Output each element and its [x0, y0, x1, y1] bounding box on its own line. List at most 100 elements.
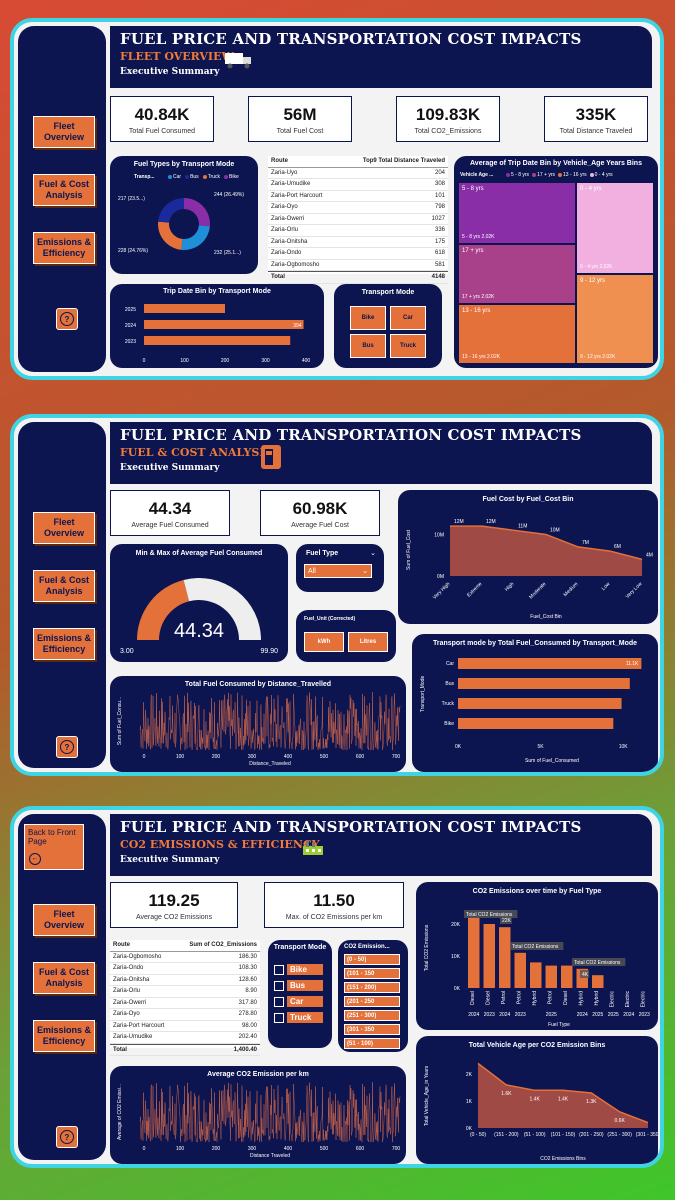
x-tick-label: (201 - 250): [579, 1132, 604, 1138]
transport-slicer-button[interactable]: Bus: [350, 334, 386, 358]
x-tick-label: 600: [356, 1146, 365, 1152]
nav-emissions-button[interactable]: Emissions & Efficiency: [33, 232, 95, 264]
data-label: 11M: [518, 523, 527, 529]
co2-bin-option[interactable]: (151 - 200): [344, 982, 400, 993]
gauge-track: [183, 578, 261, 640]
x-year-label: 2025: [608, 1012, 619, 1018]
co2-bin-option[interactable]: (51 - 100): [344, 1038, 400, 1049]
fuel-distance-card: Total Fuel Consumed by Distance_Travelle…: [110, 676, 406, 772]
checkbox[interactable]: [274, 1012, 284, 1023]
treemap-legend-title: Vehicle Age ...: [460, 172, 494, 178]
nav-emissions-button[interactable]: Emissions & Efficiency: [33, 1020, 95, 1052]
treemap-cell[interactable]: 9 - 12 yrs 9 - 12 yrs 2.02K: [576, 274, 654, 364]
nav-emissions-button[interactable]: Emissions & Efficiency: [33, 628, 95, 660]
bar: [592, 975, 604, 988]
bar: [545, 965, 557, 988]
checkbox[interactable]: [274, 964, 284, 975]
legend-label: Bus: [190, 174, 199, 180]
treemap-cell-label: 9 - 12 yrs: [580, 278, 606, 284]
donut-slice: [181, 225, 210, 250]
co2-bin-option[interactable]: (251 - 300): [344, 1010, 400, 1021]
route-cell: Zaria-Oyo: [271, 204, 298, 210]
back-button[interactable]: Back to Front Page ←: [24, 824, 84, 870]
value-cell: 308: [434, 181, 445, 187]
annotation-box: [464, 910, 518, 918]
y-axis-title: Sum of Fuel_Consu...: [117, 697, 123, 745]
value-cell: 98.00: [241, 1022, 257, 1029]
legend-item: Bike: [224, 174, 239, 180]
x-tick-label: Low: [601, 581, 612, 592]
data-label: 4M: [646, 552, 653, 558]
co2-bin-option[interactable]: (301 - 350: [344, 1024, 400, 1035]
treemap-cell[interactable]: 17 + yrs 17 + yrs 2.02K: [458, 244, 576, 304]
kpi-value: 40.84K: [134, 105, 190, 124]
page-subtitle: FLEET OVERVIEW: [120, 50, 234, 63]
table-total: Total 1,400.40: [110, 1043, 260, 1056]
treemap-cell-value: 9 - 12 yrs 2.02K: [580, 354, 616, 360]
nav-fuel-cost-button[interactable]: Fuel & Cost Analysis: [33, 962, 95, 994]
age-area-chart: 1.6K 1.4K 1.4K 1.3K 0.6K 2K 1K 0K(0 - 50) (151 -…: [424, 1062, 658, 1162]
checkbox[interactable]: [274, 980, 284, 991]
route-cell: Zaria-Ogbomosho: [113, 953, 162, 960]
annotation: Total CO2 Emissions: [512, 944, 559, 950]
fuel-type-dropdown[interactable]: All ⌄: [304, 564, 372, 578]
back-label: Back to Front Page: [28, 828, 76, 846]
sidebar: Fleet Overview Fuel & Cost Analysis Emis…: [18, 422, 106, 768]
bar: [144, 304, 225, 313]
nav-fleet-overview-button[interactable]: Fleet Overview: [33, 904, 95, 936]
nav-fuel-cost-button[interactable]: Fuel & Cost Analysis: [33, 174, 95, 206]
donut-slice: [184, 198, 210, 227]
help-button[interactable]: ?: [56, 736, 78, 758]
value-cell: 336: [434, 227, 445, 233]
nav-fuel-cost-button[interactable]: Fuel & Cost Analysis: [33, 570, 95, 602]
transport-slicer-button[interactable]: Car: [390, 306, 426, 330]
factory-icon: [303, 840, 323, 855]
header: FUEL PRICE AND TRANSPORTATION COST IMPAC…: [110, 422, 652, 484]
treemap-cell-label: 17 + yrs: [462, 248, 484, 254]
transport-slicer-button[interactable]: Bike: [350, 306, 386, 330]
fuel-unit-litres-button[interactable]: Litres: [348, 632, 388, 652]
slicer-option[interactable]: Truck: [274, 1012, 323, 1023]
co2-distance-chart: 0 100 200 300 400 500 600 700 Distance Traveled A…: [117, 1082, 401, 1159]
bar: [483, 924, 495, 988]
executive-summary-label: Executive Summary: [120, 855, 220, 865]
fuel-cost-area-card: Fuel Cost by Fuel_Cost Bin 12M 12M 11M 10M 7…: [398, 490, 658, 624]
slicer-option[interactable]: Bike: [274, 964, 323, 975]
x-tick-label: 600: [356, 754, 365, 760]
treemap-cell[interactable]: 13 - 16 yrs 13 - 16 yrs 2.02K: [458, 304, 576, 364]
slicer-label: Car: [287, 996, 323, 1007]
route-cell: Zaria-Owerri: [113, 999, 147, 1006]
treemap-cell[interactable]: 0 - 4 yrs 0 - 4 yrs 2.02K: [576, 182, 654, 274]
nav-fleet-overview-button[interactable]: Fleet Overview: [33, 116, 95, 148]
route-cell: Zaria-Port Harcourt: [271, 192, 323, 199]
co2-bin-option[interactable]: (101 - 150: [344, 968, 400, 979]
co2-bin-option[interactable]: (201 - 250: [344, 996, 400, 1007]
donut-label: 244 (26.49%): [214, 192, 244, 198]
help-button[interactable]: ?: [56, 1126, 78, 1148]
x-tick-label: Hybrid: [578, 991, 584, 1006]
legend-swatch: [532, 173, 537, 177]
legend-swatch: [185, 175, 190, 179]
y-axis-title: Transport_Mode: [420, 676, 426, 713]
checkbox[interactable]: [274, 996, 284, 1007]
co2-bin-option[interactable]: (0 - 50): [344, 954, 400, 965]
nav-fleet-overview-button[interactable]: Fleet Overview: [33, 512, 95, 544]
back-arrow-icon: ←: [29, 853, 41, 865]
y-tick-label: 2K: [466, 1072, 473, 1078]
help-button[interactable]: ?: [56, 308, 78, 330]
x-year-label: 2023: [484, 1012, 495, 1018]
chevron-down-icon[interactable]: ⌄: [370, 550, 376, 557]
kpi-value: 119.25: [148, 891, 200, 910]
fuel-unit-kwh-button[interactable]: kWh: [304, 632, 344, 652]
x-axis-title: CO2 Emissions Bins: [540, 1156, 586, 1162]
transport-slicer-button[interactable]: Truck: [390, 334, 426, 358]
slicer-option[interactable]: Bus: [274, 980, 323, 991]
bar-category-label: Car: [446, 661, 454, 667]
trip-bar-card: Trip Date Bin by Transport Mode 2025 2024…: [110, 284, 324, 368]
slicer-option[interactable]: Car: [274, 996, 323, 1007]
series-line: [139, 1082, 401, 1143]
x-tick-label: 200: [212, 1146, 221, 1152]
donut-legend: Car Bus Truck Bike: [168, 174, 239, 180]
treemap-cell[interactable]: 5 - 8 yrs 5 - 8 yrs 2.02K: [458, 182, 576, 244]
x-tick-label: 200: [212, 754, 221, 760]
